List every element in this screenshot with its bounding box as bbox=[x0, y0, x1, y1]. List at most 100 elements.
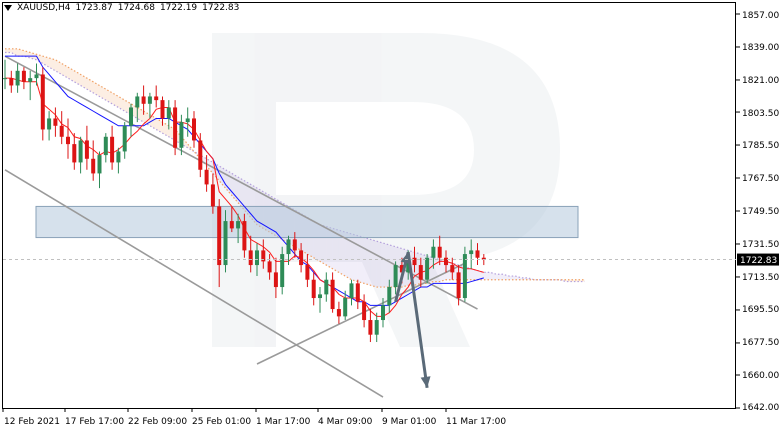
cloud-segment bbox=[187, 144, 194, 152]
candle-body bbox=[141, 96, 146, 104]
candle bbox=[198, 133, 203, 178]
candle bbox=[462, 246, 467, 302]
price-label: 1749.50 bbox=[742, 207, 779, 217]
candle-body bbox=[223, 221, 228, 266]
watermark-logo bbox=[212, 33, 560, 347]
candle-body bbox=[147, 96, 152, 104]
candle bbox=[135, 92, 140, 123]
cloud-segment bbox=[383, 243, 390, 288]
candle-body bbox=[84, 140, 89, 159]
price-label: 1677.50 bbox=[742, 338, 779, 348]
price-label: 1767.50 bbox=[742, 174, 779, 184]
candle-body bbox=[59, 125, 64, 137]
cloud-segment bbox=[496, 274, 503, 280]
forecast-arrow-head-down bbox=[420, 376, 431, 388]
candle bbox=[236, 213, 241, 244]
price-axis[interactable]: 1857.00 1839.00 1821.00 1803.50 1785.50 … bbox=[736, 11, 779, 413]
cloud-segment bbox=[74, 70, 81, 86]
resistance-zone-box bbox=[35, 205, 579, 239]
candle bbox=[393, 261, 398, 295]
candle bbox=[286, 235, 291, 266]
close-price: 1722.83 bbox=[202, 3, 240, 13]
senkou-span-b-line bbox=[5, 48, 585, 288]
candle-body bbox=[66, 136, 70, 145]
price-label: 1821.00 bbox=[742, 76, 779, 86]
candle-body bbox=[469, 250, 474, 255]
current-price-label: 1722.83 bbox=[740, 256, 777, 266]
candle bbox=[154, 85, 159, 108]
candle-body bbox=[475, 250, 480, 258]
candle-body bbox=[15, 70, 20, 86]
candle-body bbox=[53, 118, 58, 126]
candle bbox=[34, 63, 39, 86]
cloud-segment bbox=[55, 59, 62, 75]
candle-body bbox=[324, 279, 329, 295]
candle bbox=[469, 239, 474, 269]
candle bbox=[72, 133, 77, 170]
plot-area-frame bbox=[2, 2, 736, 409]
cloud-segment bbox=[471, 268, 478, 280]
candle-body bbox=[192, 118, 196, 141]
candle-body bbox=[261, 250, 266, 262]
cloud-segment bbox=[502, 274, 509, 280]
candle bbox=[324, 272, 329, 302]
candle bbox=[311, 272, 316, 306]
time-ticks bbox=[2, 408, 447, 412]
symbol-timeframe: XAUUSD,H4 bbox=[17, 3, 71, 13]
time-label: 25 Feb 01:00 bbox=[192, 417, 251, 427]
candle-body bbox=[349, 283, 354, 299]
trend-lines bbox=[4, 55, 478, 398]
candle bbox=[242, 213, 247, 258]
candle-body bbox=[229, 221, 234, 229]
price-label: 1642.00 bbox=[742, 403, 779, 413]
candle bbox=[444, 250, 448, 273]
cloud-segment bbox=[515, 276, 522, 280]
cloud-segment bbox=[156, 118, 163, 134]
candle-body bbox=[431, 246, 436, 258]
chart-header[interactable]: XAUUSD,H4 1723.87 1724.68 1722.19 1722.8… bbox=[4, 3, 239, 13]
candle bbox=[336, 301, 341, 324]
candle-body bbox=[399, 265, 404, 273]
cloud-segment bbox=[61, 63, 68, 79]
cloud-segment bbox=[99, 85, 106, 101]
candle-body bbox=[166, 107, 171, 119]
candle-body bbox=[406, 257, 411, 273]
time-axis[interactable]: 12 Feb 2021 17 Feb 17:00 22 Feb 09:00 25… bbox=[2, 408, 506, 427]
candle bbox=[299, 243, 304, 273]
candle bbox=[450, 257, 455, 280]
forecast-arrow bbox=[394, 251, 431, 389]
candle bbox=[475, 243, 480, 266]
candle-body bbox=[330, 279, 335, 310]
candle-body bbox=[456, 272, 461, 299]
cloud-segment bbox=[149, 114, 157, 130]
candle bbox=[210, 173, 215, 214]
open-price: 1723.87 bbox=[75, 3, 113, 13]
candle bbox=[267, 254, 272, 280]
cloud-segment bbox=[162, 122, 169, 137]
candle bbox=[103, 133, 108, 163]
candle bbox=[305, 254, 310, 288]
candle bbox=[9, 70, 14, 93]
high-price: 1724.68 bbox=[117, 3, 155, 13]
candle bbox=[122, 122, 127, 159]
candle-body bbox=[437, 246, 442, 258]
candle bbox=[355, 279, 360, 310]
resistance-zone bbox=[35, 205, 579, 239]
candle-body bbox=[204, 169, 209, 185]
cloud-segment bbox=[86, 78, 94, 93]
candle-body bbox=[160, 100, 165, 119]
candle bbox=[15, 63, 20, 93]
candle bbox=[192, 111, 196, 148]
cloud-segment bbox=[332, 228, 339, 273]
candle-body bbox=[210, 184, 215, 207]
candlesticks bbox=[3, 59, 486, 343]
cloud-segment bbox=[68, 67, 75, 82]
candle bbox=[381, 298, 385, 328]
price-label: 1731.50 bbox=[742, 240, 779, 250]
candle bbox=[66, 118, 70, 159]
price-ticks bbox=[736, 13, 740, 409]
candle-body bbox=[21, 70, 26, 82]
dropdown-triangle-icon[interactable] bbox=[4, 5, 12, 11]
candle-body bbox=[9, 78, 14, 86]
